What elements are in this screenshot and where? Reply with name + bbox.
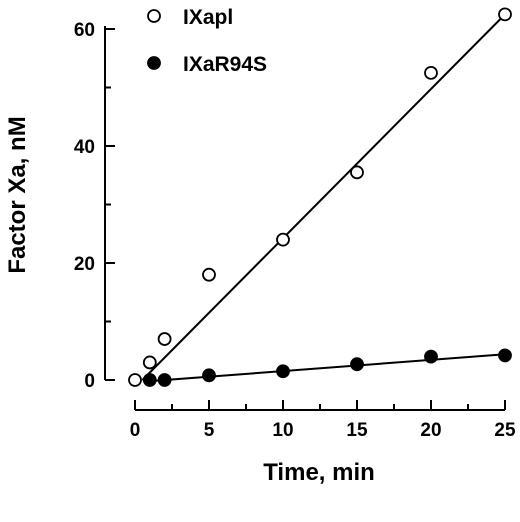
x-tick-label: 20: [420, 420, 441, 441]
data-point-ixapl: [157, 332, 172, 346]
data-point-ixapl: [350, 165, 364, 180]
x-tick-label: 25: [494, 420, 516, 441]
data-point-ixapl: [202, 267, 216, 282]
x-tick-label: 0: [130, 420, 141, 441]
data-point-ixar94s: [498, 348, 512, 363]
legend-label-ixapl: IXapl: [183, 6, 233, 29]
data-point-ixar94s: [157, 373, 172, 387]
data-point-ixapl: [142, 355, 157, 370]
x-tick-label: 15: [346, 420, 368, 441]
x-tick-label: 10: [272, 420, 293, 441]
legend: IXapl IXaR94S: [147, 6, 267, 76]
x-tick-label: 5: [204, 420, 215, 441]
data-point-ixapl: [498, 7, 512, 22]
data-point-ixapl: [424, 65, 438, 80]
axes: 0 20 40 60 0 5 10 15 20 25: [74, 20, 516, 441]
data-point-ixar94s: [142, 373, 157, 387]
legend-marker-ixar94s: [147, 56, 161, 70]
y-tick-label: 20: [74, 254, 95, 275]
y-tick-label: 60: [74, 20, 95, 41]
data-point-ixapl: [128, 373, 142, 387]
y-axis-title: Factor Xa, nM: [4, 116, 31, 273]
fit-line-ixapl: [141, 13, 506, 381]
data-point-ixar94s: [424, 349, 438, 364]
data-point-ixar94s: [202, 368, 216, 383]
legend-marker-ixapl: [147, 9, 161, 23]
y-tick-label: 0: [84, 371, 95, 392]
y-tick-label: 40: [74, 137, 95, 158]
data-point-ixapl: [276, 232, 290, 247]
data-points: [128, 7, 512, 387]
data-point-ixar94s: [276, 364, 290, 379]
x-axis-title: Time, min: [263, 459, 375, 486]
data-point-ixar94s: [350, 357, 364, 372]
legend-label-ixar94s: IXaR94S: [183, 53, 267, 76]
